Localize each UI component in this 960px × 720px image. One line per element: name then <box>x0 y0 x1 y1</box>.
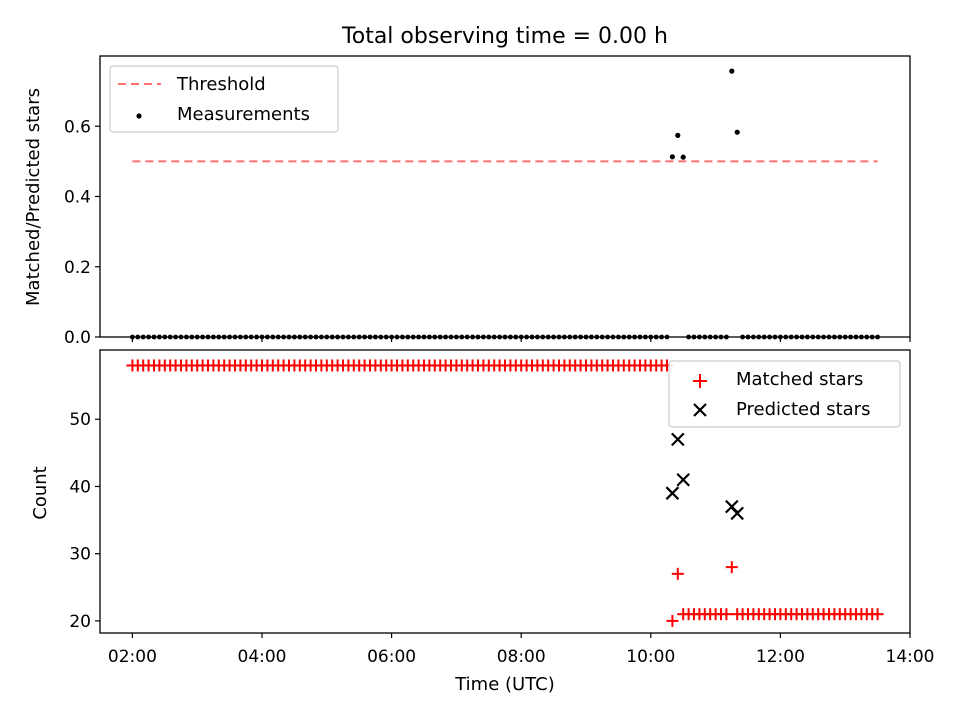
bottom-legend-box <box>668 360 901 428</box>
matched-stars-marker <box>671 567 684 580</box>
top-y-axis-label: Matched/Predicted stars <box>23 88 44 306</box>
bottom-y-tick-label: 30 <box>69 545 91 565</box>
top-x-ticks <box>131 337 911 342</box>
bottom-x-tick-label: 06:00 <box>367 647 416 667</box>
predicted-stars-marker <box>676 472 690 487</box>
top-legend-box <box>109 65 339 133</box>
top-plot: 0.0 0.2 0.4 0.6 Matched/Predicted stars Thr… <box>23 55 911 348</box>
matched-stars-marker <box>677 608 690 621</box>
bottom-y-axis-label: Count <box>30 466 51 519</box>
bottom-y-tick-label: 50 <box>69 410 91 430</box>
legend-predicted-label: Predicted stars <box>736 399 870 420</box>
matched-stars-marker <box>666 614 679 627</box>
legend-measurements-swatch <box>136 113 142 119</box>
bottom-x-tick-label: 10:00 <box>626 647 675 667</box>
bottom-plot-frame <box>99 349 911 634</box>
matched-stars-marker <box>871 608 884 621</box>
matched-stars-marker <box>731 608 744 621</box>
bottom-x-tick-label: 14:00 <box>886 647 935 667</box>
measurement-point <box>729 68 735 74</box>
top-legend: Threshold Measurements <box>109 65 339 133</box>
x-axis-label: Time (UTC) <box>454 674 555 695</box>
bottom-y-tick-label: 20 <box>69 612 91 632</box>
predicted-marker-stroke <box>665 486 680 500</box>
bottom-data-marks <box>126 359 884 627</box>
predicted-marker-stroke <box>676 472 690 487</box>
bottom-x-tick-label: 04:00 <box>238 647 287 667</box>
measurement-point <box>734 129 740 135</box>
legend-matched-swatch <box>693 374 707 388</box>
top-y-ticks: 0.0 0.2 0.4 0.6 <box>64 117 100 348</box>
bottom-x-tick-label: 02:00 <box>108 647 157 667</box>
bottom-plot: 20 30 40 50 02:00 04:00 06:00 08:00 10:00 12:00 1… <box>30 349 935 695</box>
top-y-tick-label: 0.4 <box>64 188 91 208</box>
predicted-stars-marker <box>671 432 685 447</box>
bottom-x-ticks: 02:00 04:00 06:00 08:00 10:00 12:00 14:00 <box>108 633 935 667</box>
measurement-point <box>675 132 681 138</box>
legend-predicted-swatch <box>693 403 707 417</box>
predicted-marker-stroke <box>671 432 685 447</box>
bottom-x-tick-label: 08:00 <box>497 647 546 667</box>
legend-matched-label: Matched stars <box>736 369 863 390</box>
matched-stars-marker <box>725 561 738 574</box>
predicted-marker-stroke <box>730 506 744 521</box>
matched-stars-marker <box>720 608 733 621</box>
bottom-y-ticks: 20 30 40 50 <box>69 410 100 632</box>
predicted-stars-marker <box>730 506 744 521</box>
top-y-tick-label: 0.0 <box>64 328 91 348</box>
measurement-point <box>669 154 676 160</box>
bottom-y-tick-label: 40 <box>69 477 91 497</box>
legend-measurements-label: Measurements <box>177 104 310 125</box>
predicted-marker-stroke <box>725 499 739 514</box>
top-y-tick-label: 0.6 <box>64 117 91 137</box>
legend-threshold-label: Threshold <box>176 74 266 95</box>
top-y-tick-label: 0.2 <box>64 258 91 278</box>
measurement-point <box>680 154 686 160</box>
chart-title: Total observing time = 0.00 h <box>341 24 668 49</box>
predicted-stars-marker <box>665 486 680 500</box>
bottom-x-tick-label: 12:00 <box>756 647 805 667</box>
bottom-legend: Matched stars Predicted stars <box>668 360 901 428</box>
